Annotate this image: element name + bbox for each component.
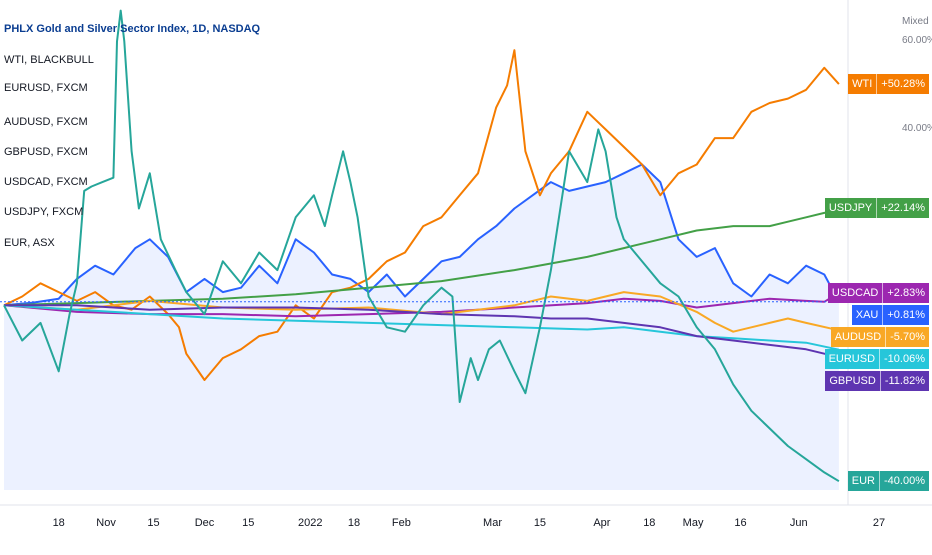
value-tag-audusd: AUDUSD -5.70%: [830, 326, 929, 347]
x-tick-label: 27: [872, 517, 886, 529]
legend-item-usdcad[interactable]: USDCAD, FXCM: [4, 176, 88, 188]
value-tag-value: +0.81%: [887, 308, 925, 321]
value-tag-symbol: XAU: [852, 304, 884, 325]
series-line-eur[interactable]: [3, 9, 840, 483]
value-tag-symbol: AUDUSD: [831, 326, 887, 347]
value-tag-value: -11.82%: [884, 374, 925, 387]
scale-mode-label[interactable]: Mixed: [902, 16, 929, 27]
value-tag-value: +22.14%: [881, 201, 925, 214]
value-tag-symbol: USDJPY: [825, 197, 878, 218]
value-tag-value: +50.28%: [881, 78, 925, 91]
x-tick-label: 15: [242, 517, 255, 529]
value-tag-value: -10.06%: [884, 352, 925, 365]
value-tag-value: +2.83%: [887, 286, 925, 299]
legend-item-eur[interactable]: EUR, ASX: [4, 237, 55, 249]
x-tick-label: 18: [347, 517, 361, 529]
x-tick-label: Apr: [593, 517, 611, 529]
value-tag-value: -40.00%: [884, 475, 925, 488]
x-tick-label: Nov: [96, 517, 116, 529]
value-tag-wti: WTI +50.28%: [848, 74, 929, 95]
x-tick-label: Jun: [789, 517, 808, 529]
value-tag-value: -5.70%: [890, 330, 925, 343]
x-tick-label: 2022: [298, 517, 323, 529]
x-tick-label: Mar: [483, 517, 503, 529]
value-tag-symbol: EUR: [848, 471, 881, 492]
x-tick-label: 18: [52, 517, 65, 529]
series-area-xau: [4, 164, 839, 490]
series-line-usdcad[interactable]: [3, 292, 840, 318]
x-tick-label: Dec: [194, 517, 215, 529]
value-tag-symbol: GBPUSD: [825, 370, 881, 391]
value-tag-symbol: EURUSD: [825, 348, 881, 369]
value-tag-eurusd: EURUSD -10.06%: [824, 348, 929, 369]
legend-item-wti[interactable]: WTI, BLACKBULL: [4, 54, 94, 66]
value-tag-usdjpy: USDJPY +22.14%: [824, 197, 929, 218]
value-tag-gbpusd: GBPUSD -11.82%: [825, 370, 929, 391]
value-tag-usdcad: USDCAD +2.83%: [827, 282, 929, 303]
x-tick-label: Feb: [391, 517, 411, 529]
legend-item-gbpusd[interactable]: GBPUSD, FXCM: [4, 146, 88, 158]
legend-item-eurusd[interactable]: EURUSD, FXCM: [4, 82, 88, 94]
x-tick-label: May: [682, 517, 704, 529]
x-tick-label: 15: [147, 517, 160, 529]
value-tag-eur: EUR -40.00%: [847, 471, 929, 492]
series-line-wti[interactable]: [3, 49, 840, 381]
value-tag-xau: XAU +0.81%: [851, 304, 929, 325]
x-tick-label: 15: [533, 517, 547, 529]
y-tick-label: 60.00%: [902, 35, 932, 47]
series-line-eurusd[interactable]: [3, 304, 840, 351]
x-tick-label: 16: [734, 517, 747, 529]
value-tag-symbol: USDCAD: [828, 282, 884, 303]
chart-title: PHLX Gold and Silver Sector Index, 1D, N…: [4, 23, 261, 35]
series-line-xau[interactable]: [3, 163, 840, 307]
x-tick-label: 18: [643, 517, 656, 529]
legend-item-audusd[interactable]: AUDUSD, FXCM: [4, 116, 88, 128]
legend-item-usdjpy[interactable]: USDJPY, FXCM: [4, 206, 84, 218]
y-tick-label: 40.00%: [902, 123, 932, 135]
value-tag-symbol: WTI: [848, 74, 878, 95]
